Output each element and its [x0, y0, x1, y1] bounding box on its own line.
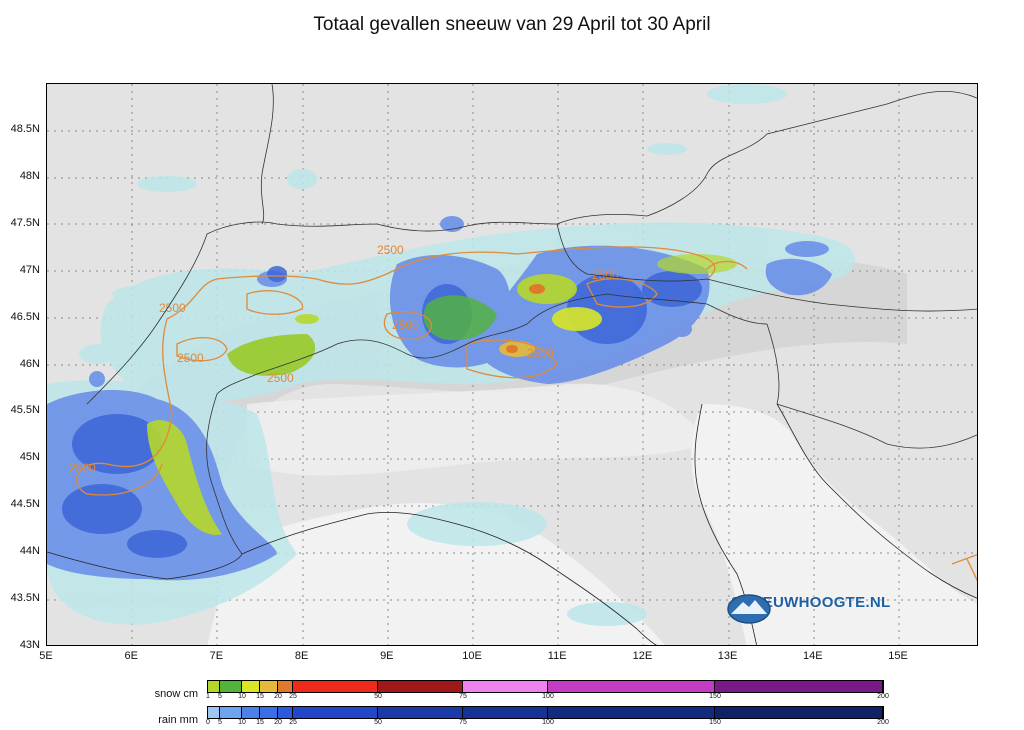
colorbar-tick-label: 150 [709, 719, 721, 726]
colorbar-segment [278, 707, 293, 718]
colorbar-segment [293, 681, 378, 692]
latitude-label: 46N [19, 357, 40, 370]
colorbar-tick-label: 100 [542, 719, 554, 726]
colorbar-tick-label: 75 [459, 719, 467, 726]
contour-label: 2500 [177, 351, 204, 365]
longitude-label: 6E [124, 650, 138, 662]
snow-colorbar [207, 680, 884, 693]
latitude-label: 47N [19, 263, 40, 276]
colorbar-segment [463, 681, 548, 692]
longitude-label: 12E [632, 650, 653, 662]
mountain-globe-icon [727, 594, 771, 624]
colorbar-segment [220, 707, 242, 718]
contour-label: 2500 [377, 243, 404, 257]
ligurian-sea [207, 503, 666, 645]
colorbar-segment [715, 707, 883, 718]
longitude-label: 11E [547, 650, 567, 662]
snow-legend-label: snow cm [154, 688, 198, 700]
colorbar-segment [463, 707, 548, 718]
contour-label: 2500 [592, 268, 619, 282]
colorbar-segment [378, 681, 463, 692]
latitude-label: 43N [19, 638, 40, 651]
colorbar-tick-label: 200 [877, 693, 889, 700]
longitude-label: 10E [462, 650, 482, 662]
adriatic-sea [691, 404, 977, 645]
colorbar-tick-label: 1 [206, 693, 210, 700]
colorbar-tick-label: 5 [218, 719, 222, 726]
latitude-label: 43.5N [10, 592, 40, 604]
longitude-label: 13E [717, 650, 738, 662]
snow-areas [147, 254, 737, 535]
colorbar-segment [260, 707, 278, 718]
colorbar-tick-label: 5 [218, 693, 222, 700]
contour-label: 2500 [69, 461, 96, 475]
longitude-label: 14E [803, 650, 823, 662]
longitude-label: 8E [294, 650, 309, 662]
latitude-label: 48.5N [10, 123, 40, 135]
colorbar-tick-label: 10 [238, 719, 246, 726]
contour-labels: 2500 2500 2500 2500 2500 2500 2500 2500 [69, 243, 619, 475]
colorbar-segment [260, 681, 278, 692]
latitude-label: 45.5N [10, 404, 40, 417]
snowfall-map: 2500 2500 2500 2500 2500 2500 2500 2500 [46, 83, 978, 646]
colorbar-tick-label: 150 [709, 693, 721, 700]
colorbar-tick-label: 0 [206, 719, 210, 726]
colorbar-tick-label: 50 [374, 719, 382, 726]
rain-legend-label: rain mm [158, 714, 198, 726]
contour-label: 2500 [527, 346, 554, 360]
rain-colorbar [207, 706, 884, 719]
colorbar-tick-label: 75 [459, 693, 467, 700]
contour-label: 2500 [392, 318, 419, 332]
colorbar-tick-label: 50 [374, 693, 382, 700]
brand-logo: SNEEUWHOOGTE.NL [727, 594, 891, 624]
colorbar-segment [293, 707, 378, 718]
colorbar-tick-label: 100 [542, 693, 554, 700]
colorbar-tick-label: 20 [274, 693, 282, 700]
colorbar-tick-label: 25 [289, 693, 297, 700]
map-canvas: 2500 2500 2500 2500 2500 2500 2500 2500 [47, 84, 977, 645]
colorbar-segment [548, 681, 715, 692]
colorbar-segment [208, 681, 220, 692]
country-borders [86, 84, 977, 555]
colorbar-segment [208, 707, 220, 718]
longitude-label: 15E [888, 650, 908, 662]
brand-logo-text: SNEEUWHOOGTE.NL [731, 594, 891, 611]
latitude-label: 47.5N [10, 216, 40, 229]
colorbar-segment [220, 681, 242, 692]
longitude-label: 5E [39, 650, 53, 662]
colorbar-segment [378, 707, 463, 718]
longitude-label: 7E [209, 650, 224, 662]
colorbar-segment [715, 681, 883, 692]
colorbar-tick-label: 200 [877, 719, 889, 726]
latitude-label: 45N [19, 451, 40, 464]
contour-label: 2500 [267, 371, 294, 385]
colorbar-tick-label: 20 [274, 719, 282, 726]
colorbar-segment [278, 681, 293, 692]
colorbar-tick-label: 15 [256, 719, 264, 726]
colorbar-tick-label: 15 [256, 693, 264, 700]
latitude-label: 44N [19, 545, 40, 558]
contour-label: 2500 [159, 301, 186, 315]
longitude-label: 9E [380, 650, 394, 662]
latitude-label: 48N [19, 169, 40, 182]
latitude-label: 46.5N [10, 310, 40, 323]
colorbar-segment [242, 681, 260, 692]
colorbar-tick-label: 10 [238, 693, 246, 700]
colorbar-segment [242, 707, 260, 718]
latitude-label: 44.5N [10, 498, 40, 511]
colorbar-segment [548, 707, 715, 718]
colorbar-tick-label: 25 [289, 719, 297, 726]
freezing-level-contours [75, 246, 977, 582]
map-title: Totaal gevallen sneeuw van 29 April tot … [313, 14, 711, 35]
po-valley [247, 383, 707, 476]
